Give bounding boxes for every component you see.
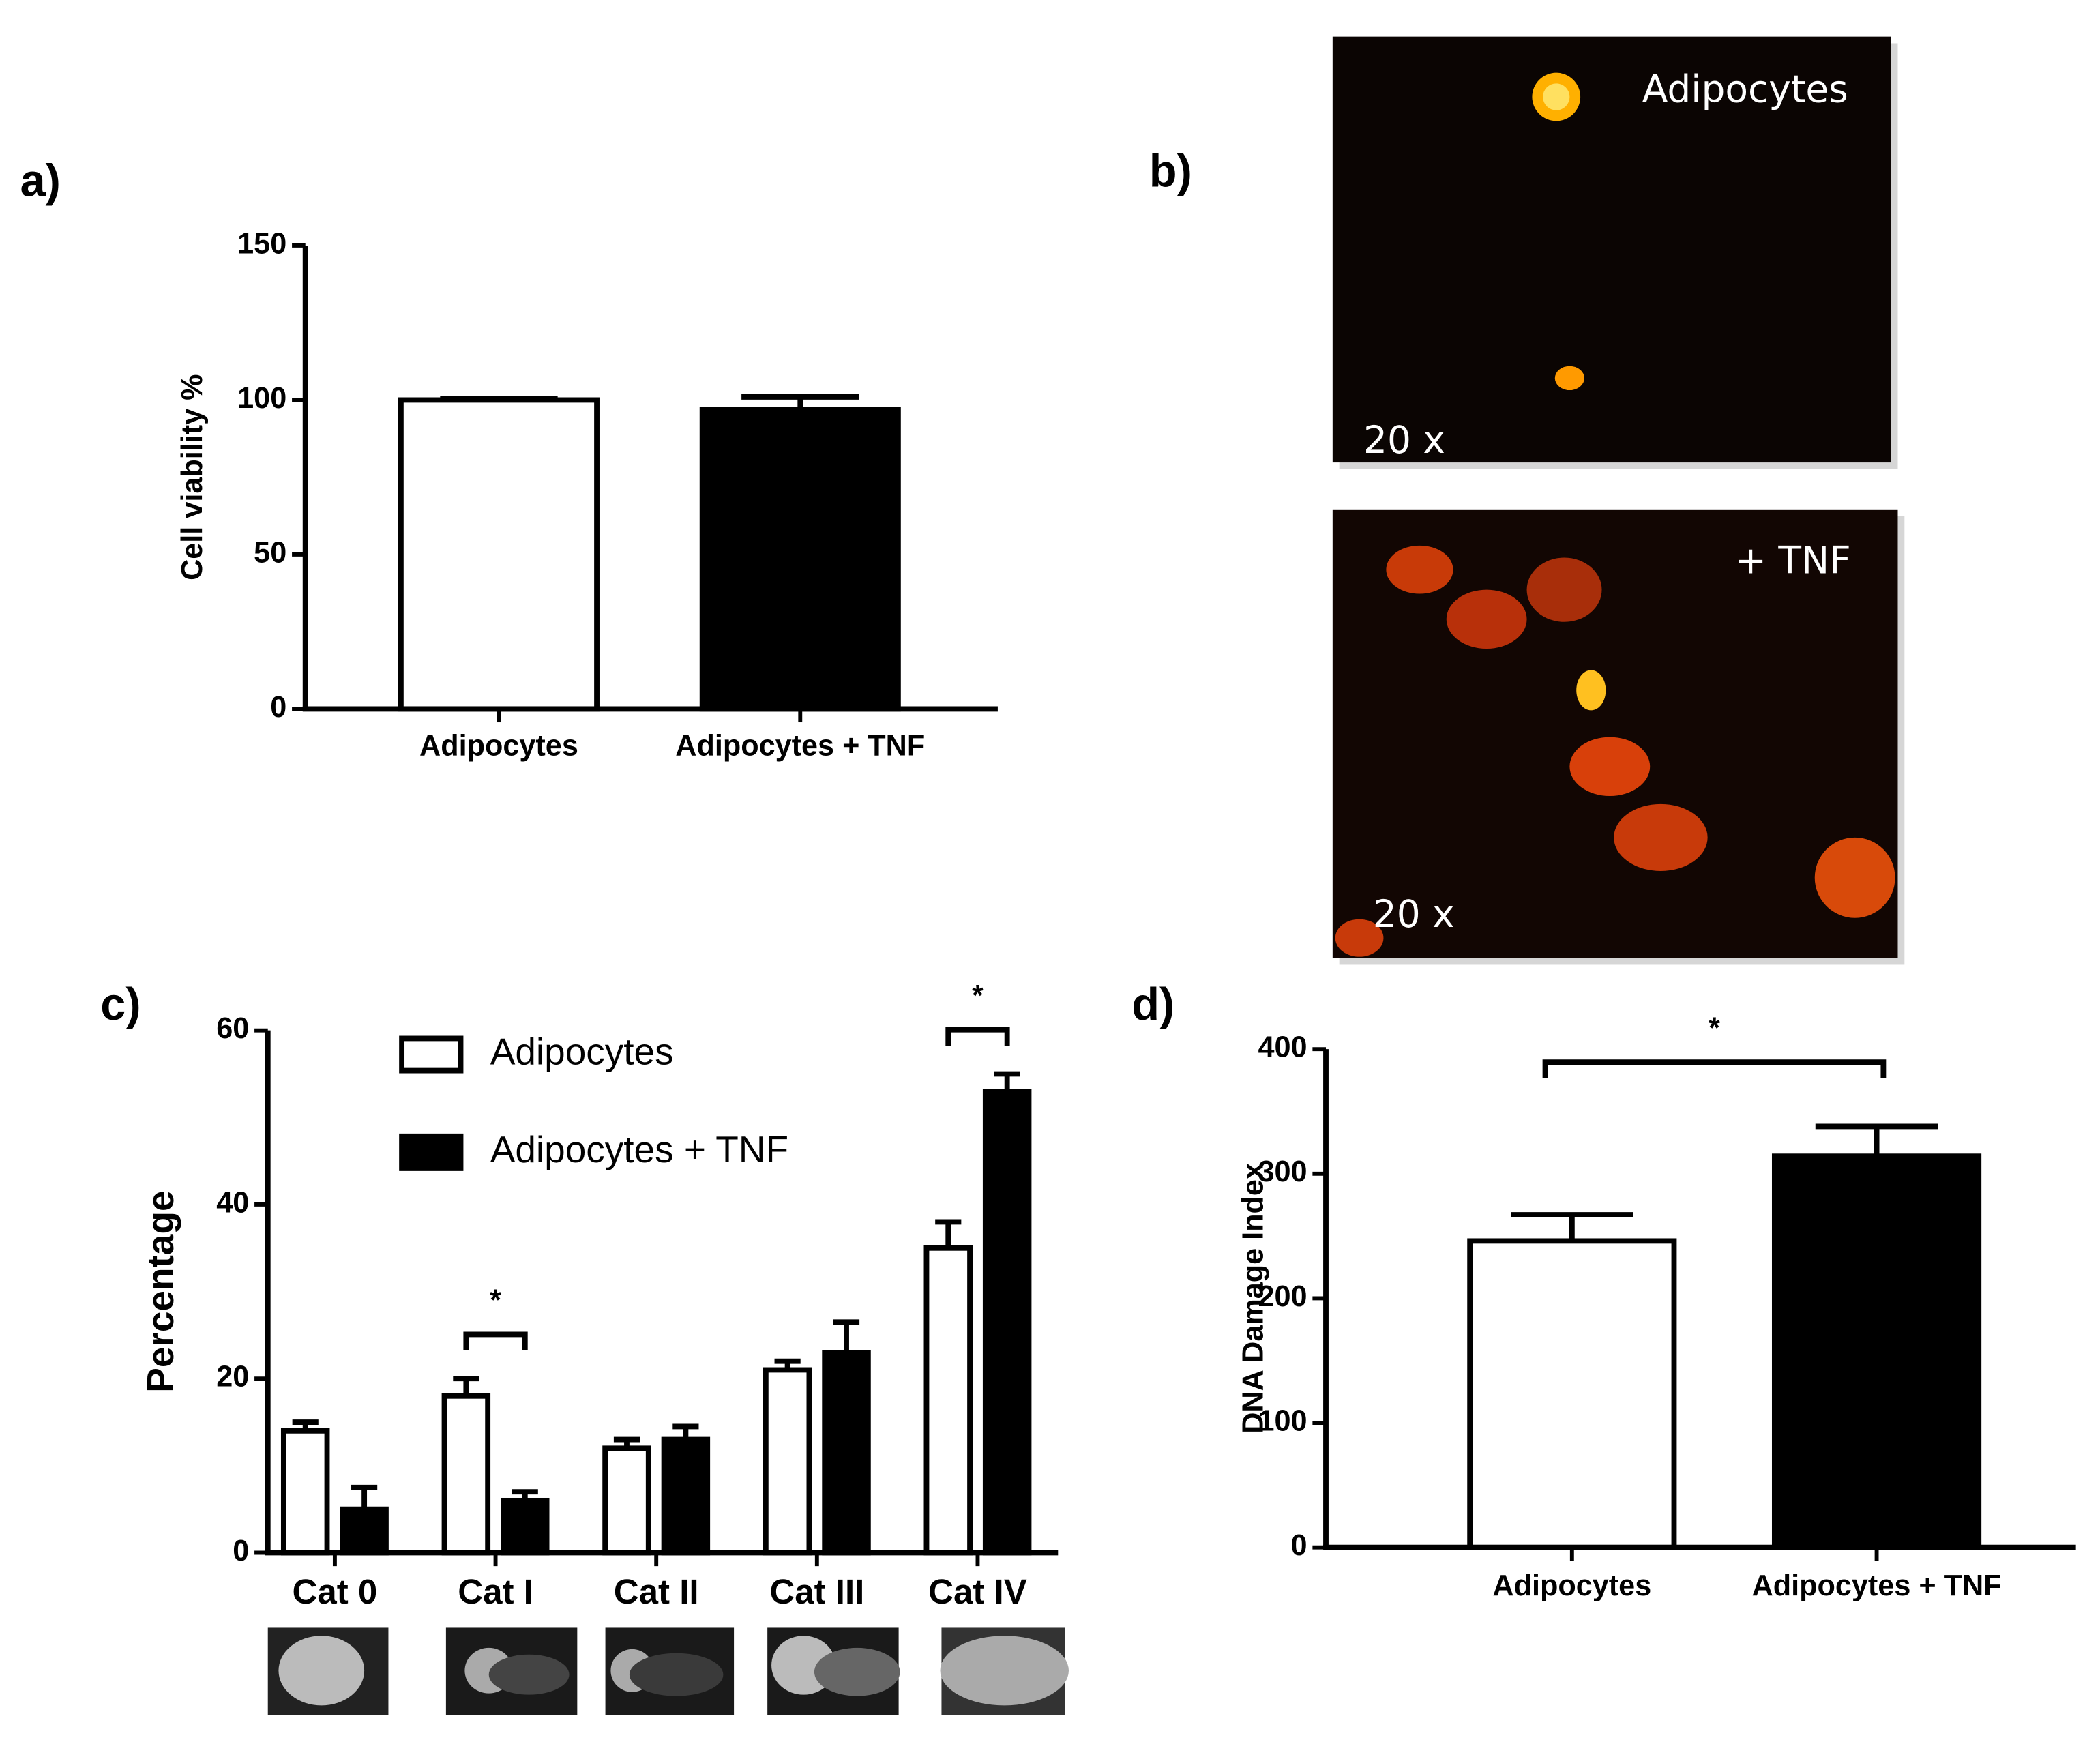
x-tick-label: Cat IV bbox=[928, 1572, 1027, 1611]
micrograph-label: Adipocytes bbox=[1642, 67, 1848, 110]
bar bbox=[1467, 1238, 1677, 1550]
x-tick-label: Cat III bbox=[769, 1572, 864, 1611]
legend-swatch bbox=[399, 1035, 464, 1074]
significance-label: * bbox=[1709, 1012, 1720, 1044]
bar bbox=[280, 1428, 330, 1556]
bar bbox=[1771, 1153, 1982, 1550]
panel-label: b) bbox=[1149, 147, 1192, 197]
y-tick-label: 0 bbox=[270, 691, 286, 724]
legend-swatch bbox=[399, 1133, 464, 1171]
panel-label: c) bbox=[100, 979, 141, 1030]
x-tick-label: Adipocytes + TNF bbox=[675, 730, 925, 763]
y-tick-label: 300 bbox=[1258, 1155, 1307, 1188]
micrograph-label: + TNF bbox=[1735, 539, 1851, 582]
x-tick-label: Adipocytes + TNF bbox=[1752, 1569, 2002, 1602]
significance-bracket bbox=[1542, 1059, 1887, 1078]
bar bbox=[923, 1245, 973, 1556]
x-tick-label: Cat II bbox=[614, 1572, 699, 1611]
significance-label: * bbox=[490, 1284, 501, 1317]
bar bbox=[699, 407, 901, 712]
y-tick-label: 0 bbox=[233, 1535, 249, 1567]
x-tick-label: Adipocytes bbox=[419, 730, 578, 763]
y-axis-title: Percentage bbox=[139, 1190, 181, 1392]
bar bbox=[822, 1350, 871, 1556]
bar bbox=[763, 1367, 812, 1556]
magnification: 20 x bbox=[1363, 418, 1445, 462]
y-tick-label: 60 bbox=[216, 1012, 249, 1045]
legend-label: Adipocytes + TNF bbox=[490, 1128, 788, 1170]
bar bbox=[602, 1445, 651, 1556]
bar bbox=[441, 1393, 491, 1556]
y-tick-label: 50 bbox=[254, 536, 286, 569]
bar bbox=[398, 397, 600, 712]
y-tick-label: 400 bbox=[1258, 1031, 1307, 1064]
micrograph: + TNF 20 x bbox=[1332, 509, 1905, 965]
y-tick-label: 150 bbox=[237, 227, 286, 260]
significance-bracket bbox=[463, 1331, 528, 1350]
bar bbox=[501, 1497, 550, 1556]
bar bbox=[661, 1436, 711, 1556]
y-tick-label: 100 bbox=[1258, 1404, 1307, 1437]
micrograph: Adipocytes 20 x bbox=[1332, 36, 1898, 469]
y-axis-title: DNA Damage Index bbox=[1237, 1163, 1269, 1434]
magnification: 20 x bbox=[1373, 892, 1455, 936]
y-tick-label: 0 bbox=[1290, 1529, 1307, 1562]
bar bbox=[982, 1089, 1032, 1556]
significance-bracket bbox=[945, 1027, 1010, 1046]
significance-label: * bbox=[972, 979, 984, 1012]
panel-label: d) bbox=[1132, 979, 1174, 1030]
x-tick-label: Cat I bbox=[458, 1572, 533, 1611]
bar bbox=[340, 1506, 389, 1556]
x-tick-label: Adipocytes bbox=[1492, 1569, 1651, 1602]
legend-label: Adipocytes bbox=[490, 1031, 674, 1073]
panel-label: a) bbox=[20, 156, 60, 206]
x-tick-label: Cat 0 bbox=[292, 1572, 377, 1611]
y-tick-label: 200 bbox=[1258, 1280, 1307, 1313]
y-tick-label: 20 bbox=[216, 1361, 249, 1393]
comet-images bbox=[267, 1627, 1069, 1715]
y-axis-title: Cell viability % bbox=[176, 374, 209, 580]
y-tick-label: 40 bbox=[216, 1186, 249, 1219]
y-tick-label: 100 bbox=[237, 382, 286, 415]
